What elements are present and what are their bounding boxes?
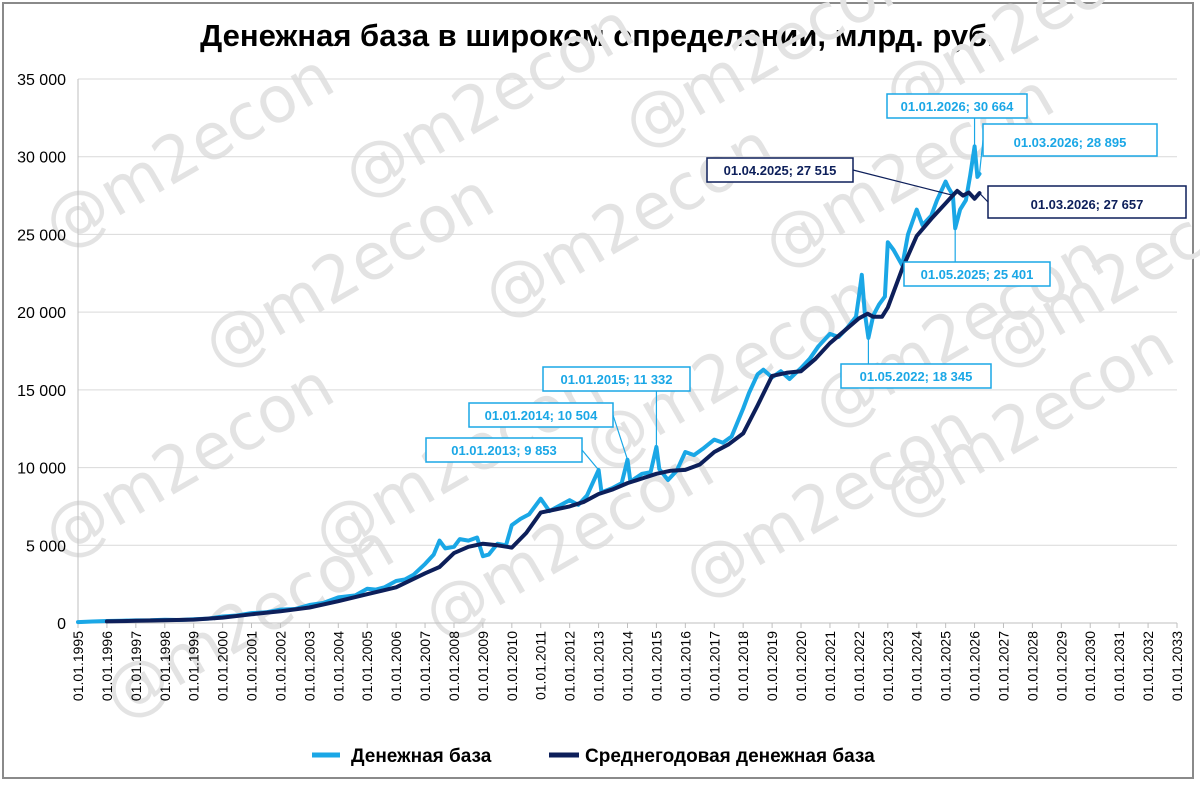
x-tick-label: 01.01.2001 (244, 631, 260, 701)
annotation-label: 01.05.2022; 18 345 (860, 369, 973, 384)
watermark-text: @m2econ (331, 0, 646, 214)
x-tick-label: 01.01.1997 (128, 631, 144, 701)
x-tick-label: 01.01.2014 (620, 631, 636, 701)
annotation-leader (852, 169, 954, 196)
x-tick-label: 01.01.2003 (301, 631, 317, 701)
annotation-label: 01.05.2025; 25 401 (921, 267, 1034, 282)
annotation-box (542, 366, 691, 392)
series-line-average (104, 188, 982, 624)
annotation-callout: 01.04.2025; 27 515 (706, 157, 954, 196)
y-tick-label: 0 (57, 616, 66, 633)
x-tick-label: 01.01.1996 (99, 631, 115, 701)
annotation-callout: 01.05.2022; 18 345 (840, 337, 992, 389)
annotation-leader (581, 449, 600, 471)
x-tick-label: 01.01.2022 (851, 631, 867, 701)
watermark-text: @m2econ (471, 109, 786, 334)
x-tick-label: 01.01.2012 (562, 631, 578, 701)
annotation-box (425, 437, 583, 463)
annotation-callout: 01.01.2013; 9 853 (425, 437, 600, 471)
annotation-label: 01.01.2013; 9 853 (451, 443, 557, 458)
legend: Денежная база Среднегодовая денежная база (312, 746, 875, 767)
y-tick-label: 35 000 (17, 72, 66, 89)
annotation-box (903, 261, 1051, 287)
y-tick-label: 10 000 (17, 461, 66, 478)
x-tick-label: 01.01.2005 (359, 631, 375, 701)
x-tick-label: 01.01.2011 (533, 631, 549, 700)
annotation-leader (979, 192, 989, 203)
annotation-box (982, 123, 1158, 157)
x-tick-label: 01.01.2009 (475, 631, 491, 701)
y-tick-label: 25 000 (17, 227, 66, 244)
x-tick-label: 01.01.1995 (70, 631, 86, 701)
x-tick-label: 01.01.2024 (909, 631, 925, 701)
annotation-label: 01.01.2026; 30 664 (901, 99, 1015, 114)
x-tick-label: 01.01.2032 (1140, 631, 1156, 701)
annotation-callout: 01.03.2026; 27 657 (979, 185, 1187, 219)
x-tick-label: 01.01.2008 (446, 631, 462, 701)
x-tick-label: 01.01.2006 (388, 631, 404, 701)
x-tick-label: 01.01.2007 (417, 631, 433, 701)
x-tick-label: 01.01.2017 (706, 631, 722, 701)
x-tick-label: 01.01.2025 (938, 631, 954, 701)
annotation-box (987, 185, 1187, 219)
x-tick-label: 01.01.2031 (1111, 631, 1127, 701)
annotation-box (706, 157, 854, 183)
x-tick-label: 01.01.1999 (186, 631, 202, 701)
x-tick-label: 01.01.2000 (215, 631, 231, 701)
y-tick-label: 5 000 (26, 538, 66, 555)
x-axis-ticks: 01.01.1995 01.01.1996 01.01.1997 01.01.1998… (70, 623, 1185, 701)
y-tick-label: 20 000 (17, 305, 66, 322)
x-tick-label: 01.01.2002 (272, 631, 288, 701)
x-tick-label: 01.01.2013 (591, 631, 607, 701)
x-tick-label: 01.01.2033 (1169, 631, 1185, 701)
annotation-leader (612, 414, 629, 460)
x-tick-label: 01.01.2029 (1053, 631, 1069, 701)
annotation-box (468, 402, 614, 428)
annotation-label: 01.04.2025; 27 515 (724, 163, 837, 178)
x-tick-label: 01.01.2018 (735, 631, 751, 701)
x-tick-label: 01.01.2023 (880, 631, 896, 701)
x-tick-label: 01.01.2021 (822, 631, 838, 701)
y-tick-label: 30 000 (17, 150, 66, 167)
chart-title: Денежная база в широком определении, млр… (200, 18, 996, 53)
x-tick-label: 01.01.2015 (648, 631, 664, 701)
x-tick-label: 01.01.2028 (1024, 631, 1040, 701)
x-tick-label: 01.01.2004 (330, 631, 346, 701)
legend-label: Денежная база (351, 746, 492, 767)
legend-label: Среднегодовая денежная база (585, 746, 875, 767)
x-tick-label: 01.01.2010 (504, 631, 520, 701)
legend-item: Среднегодовая денежная база (549, 746, 875, 767)
annotation-label: 01.03.2026; 28 895 (1014, 135, 1127, 150)
annotation-callout: 01.01.2015; 11 332 (542, 366, 691, 447)
x-tick-label: 01.01.2020 (793, 631, 809, 701)
annotation-label: 01.01.2014; 10 504 (485, 408, 599, 423)
watermark-text: @m2econ (191, 159, 506, 384)
annotation-label: 01.03.2026; 27 657 (1031, 197, 1144, 212)
legend-item: Денежная база (312, 746, 492, 767)
annotation-callout: 01.01.2014; 10 504 (468, 402, 629, 460)
x-tick-label: 01.01.2026 (967, 631, 983, 701)
annotation-box (840, 363, 992, 389)
x-tick-label: 01.01.2027 (995, 631, 1011, 701)
x-tick-label: 01.01.2019 (764, 631, 780, 701)
y-tick-label: 15 000 (17, 383, 66, 400)
annotation-box (886, 93, 1028, 119)
x-tick-label: 01.01.2030 (1082, 631, 1098, 701)
annotation-callout: 01.05.2025; 25 401 (903, 228, 1051, 287)
annotations: 01.01.2013; 9 853 01.01.2014; 10 504 01.01… (425, 93, 1187, 471)
annotation-callout: 01.01.2026; 30 664 (886, 93, 1028, 147)
x-tick-label: 01.01.1998 (157, 631, 173, 701)
y-axis-ticks: 0 5 000 10 000 15 000 20 000 25 000 30 000 35 0… (17, 72, 66, 633)
x-tick-label: 01.01.2016 (677, 631, 693, 701)
annotation-callout: 01.03.2026; 28 895 (978, 123, 1158, 174)
annotation-label: 01.01.2015; 11 332 (560, 372, 672, 387)
